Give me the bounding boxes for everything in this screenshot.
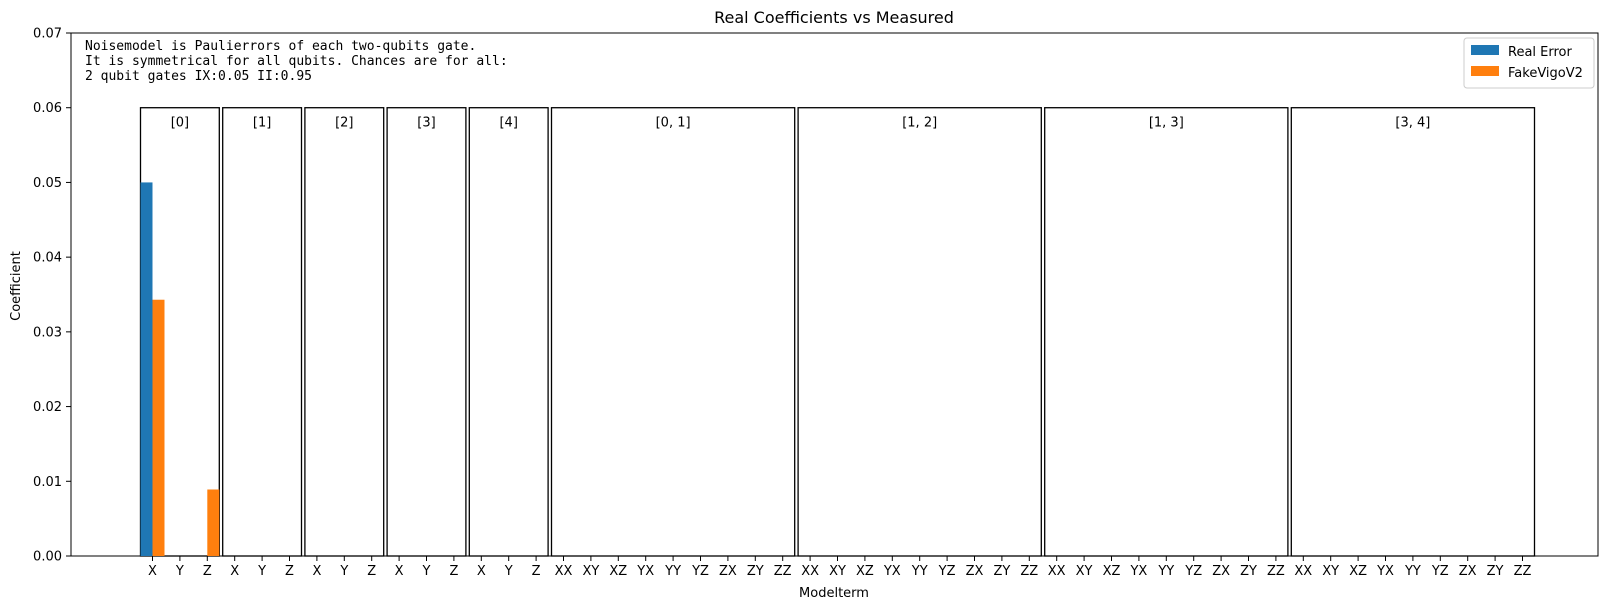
group-label: [0, 1] <box>656 116 691 131</box>
group-box <box>222 107 303 557</box>
group-label: [3] <box>417 116 435 131</box>
x-tick-label: YZ <box>1431 564 1449 579</box>
x-tick-label: ZX <box>719 564 737 579</box>
plot-frame <box>70 32 1599 557</box>
group-label: [1, 2] <box>902 116 937 131</box>
x-tick-label: X <box>312 564 321 579</box>
y-tick-label: 0.04 <box>33 251 62 266</box>
x-tick-label: XZ <box>1103 564 1121 579</box>
bar-real-error <box>140 182 153 556</box>
x-tick-label: ZZ <box>1267 564 1285 579</box>
x-tick-label: YY <box>1404 564 1421 579</box>
y-tick-label: 0.05 <box>33 176 62 191</box>
y-tick-label: 0.02 <box>33 400 62 415</box>
bar-fakevigov2 <box>207 489 220 556</box>
x-tick-label: XZ <box>856 564 874 579</box>
x-tick-label: Z <box>367 564 376 579</box>
legend-label-fakevigov2: FakeVigoV2 <box>1508 66 1583 81</box>
x-tick-label: XZ <box>609 564 627 579</box>
chart-title: Real Coefficients vs Measured <box>714 8 954 27</box>
legend-swatch-real-error <box>1471 45 1499 55</box>
x-tick-label: ZY <box>993 564 1010 579</box>
y-tick-label: 0.07 <box>33 27 62 42</box>
x-tick-label: YZ <box>691 564 709 579</box>
x-tick-label: X <box>395 564 404 579</box>
group-label: [1] <box>253 116 271 131</box>
y-tick-label: 0.00 <box>33 550 62 565</box>
group-box <box>304 107 385 557</box>
x-tick-label: Z <box>285 564 294 579</box>
bar-fakevigov2 <box>152 299 165 556</box>
x-tick-label: Y <box>257 564 266 579</box>
x-tick-label: XY <box>582 564 599 579</box>
x-tick-label: Y <box>339 564 348 579</box>
group-box <box>386 107 467 557</box>
legend: Real Error FakeVigoV2 <box>1463 37 1595 89</box>
group-box <box>1290 107 1536 557</box>
y-axis-label: Coefficient <box>9 251 24 321</box>
group-label: [4] <box>499 116 517 131</box>
group-box <box>550 107 796 557</box>
x-tick-label: ZZ <box>1020 564 1038 579</box>
x-tick-label: Z <box>532 564 541 579</box>
x-tick-label: ZZ <box>774 564 792 579</box>
x-tick-label: YZ <box>938 564 956 579</box>
x-tick-label: XY <box>829 564 846 579</box>
legend-swatch-fakevigov2 <box>1471 66 1499 76</box>
group-box <box>797 107 1042 557</box>
x-tick-label: YY <box>911 564 928 579</box>
x-tick-label: YX <box>883 564 901 579</box>
group-label: [3, 4] <box>1395 116 1430 131</box>
x-tick-label: X <box>477 564 486 579</box>
noise-model-annotation: Noisemodel is Paulierrors of each two-qu… <box>85 39 508 84</box>
x-tick-label: YX <box>1376 564 1394 579</box>
group-box <box>468 107 549 557</box>
y-tick-label: 0.03 <box>33 325 62 340</box>
x-tick-label: XY <box>1322 564 1339 579</box>
x-tick-label: XX <box>1048 564 1066 579</box>
x-axis-label: Modelterm <box>799 586 869 601</box>
x-tick-label: YX <box>636 564 654 579</box>
annotation-line: Noisemodel is Paulierrors of each two-qu… <box>85 39 476 54</box>
x-tick-label: XX <box>801 564 819 579</box>
group-label: [1, 3] <box>1149 116 1184 131</box>
x-tick-label: ZX <box>966 564 984 579</box>
annotation-line: It is symmetrical for all qubits. Chance… <box>85 54 508 69</box>
x-tick-label: YZ <box>1184 564 1202 579</box>
x-tick-label: XX <box>1294 564 1312 579</box>
x-tick-label: XX <box>555 564 573 579</box>
x-tick-label: Y <box>504 564 513 579</box>
legend-label-real-error: Real Error <box>1508 45 1573 60</box>
x-tick-label: Z <box>203 564 212 579</box>
x-tick-label: YX <box>1129 564 1147 579</box>
x-tick-label: X <box>230 564 239 579</box>
x-tick-label: ZY <box>1487 564 1504 579</box>
x-tick-label: YY <box>1157 564 1174 579</box>
x-tick-label: ZZ <box>1514 564 1532 579</box>
x-tick-label: XZ <box>1349 564 1367 579</box>
x-tick-label: X <box>148 564 157 579</box>
group-label: [0] <box>171 116 189 131</box>
x-tick-label: ZX <box>1212 564 1230 579</box>
x-tick-label: YY <box>664 564 681 579</box>
x-tick-label: ZY <box>747 564 764 579</box>
x-tick-label: Z <box>449 564 458 579</box>
group-label: [2] <box>335 116 353 131</box>
x-tick-label: ZY <box>1240 564 1257 579</box>
y-tick-label: 0.06 <box>33 101 62 116</box>
x-tick-label: Y <box>175 564 184 579</box>
annotation-line: 2 qubit gates IX:0.05 II:0.95 <box>85 69 312 84</box>
group-box <box>1044 107 1289 557</box>
x-tick-label: XY <box>1076 564 1093 579</box>
x-tick-label: Y <box>422 564 431 579</box>
x-tick-label: ZX <box>1459 564 1477 579</box>
y-tick-label: 0.01 <box>33 475 62 490</box>
